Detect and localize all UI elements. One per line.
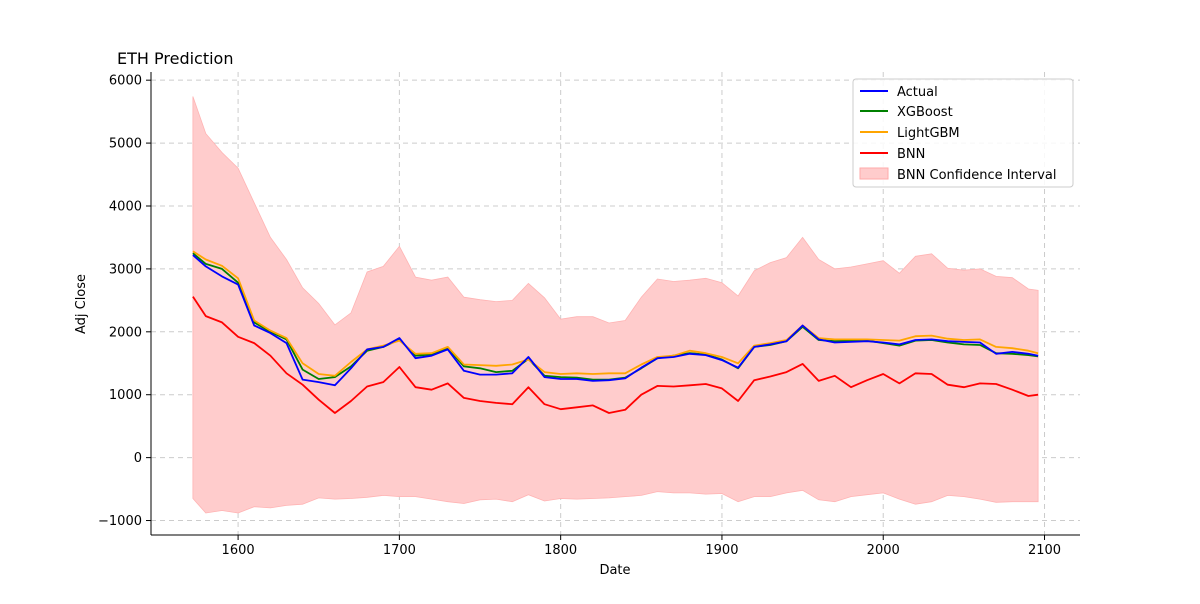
series-line-actual xyxy=(192,254,1039,387)
ticks: 1600 1700 1800 1900 2000 2100 −1000 0 1000 2000 30… xyxy=(98,74,1061,558)
x-axis-label: Date xyxy=(599,563,630,578)
y-tick-label: 3000 xyxy=(109,262,142,277)
y-tick-label: 4000 xyxy=(109,199,142,214)
x-tick-label: 1800 xyxy=(544,543,577,558)
confidence-band-layer xyxy=(192,96,1039,514)
x-tick-label: 2100 xyxy=(1028,543,1061,558)
series-lines-layer xyxy=(192,250,1039,414)
legend-box xyxy=(852,78,1074,188)
legend-label-bnn: BNN xyxy=(897,147,925,162)
series-line-bnn xyxy=(192,296,1039,414)
y-tick-label: 0 xyxy=(134,451,142,466)
legend-label-actual: Actual xyxy=(897,85,938,100)
y-tick-label: 6000 xyxy=(109,74,142,89)
series-line-lightgbm xyxy=(192,250,1039,377)
y-tick-label: 1000 xyxy=(109,388,142,403)
legend-label-confidence-interval: BNN Confidence Interval xyxy=(897,168,1057,183)
bnn-confidence-interval-band xyxy=(192,96,1039,514)
y-tick-label: 5000 xyxy=(109,137,142,152)
chart-title: ETH Prediction xyxy=(117,49,233,68)
legend-swatch-confidence-interval xyxy=(859,167,889,180)
y-tick-label: −1000 xyxy=(98,514,142,529)
x-tick-label: 1900 xyxy=(705,543,738,558)
y-tick-label: 2000 xyxy=(109,325,142,340)
y-axis-label: Adj Close xyxy=(74,274,89,334)
x-tick-label: 1700 xyxy=(383,543,416,558)
legend-label-xgboost: XGBoost xyxy=(897,105,953,120)
legend-label-lightgbm: LightGBM xyxy=(897,126,960,141)
x-tick-label: 1600 xyxy=(222,543,255,558)
legend: Actual XGBoost LightGBM BNN BNN Confiden… xyxy=(852,78,1074,188)
x-tick-label: 2000 xyxy=(867,543,900,558)
